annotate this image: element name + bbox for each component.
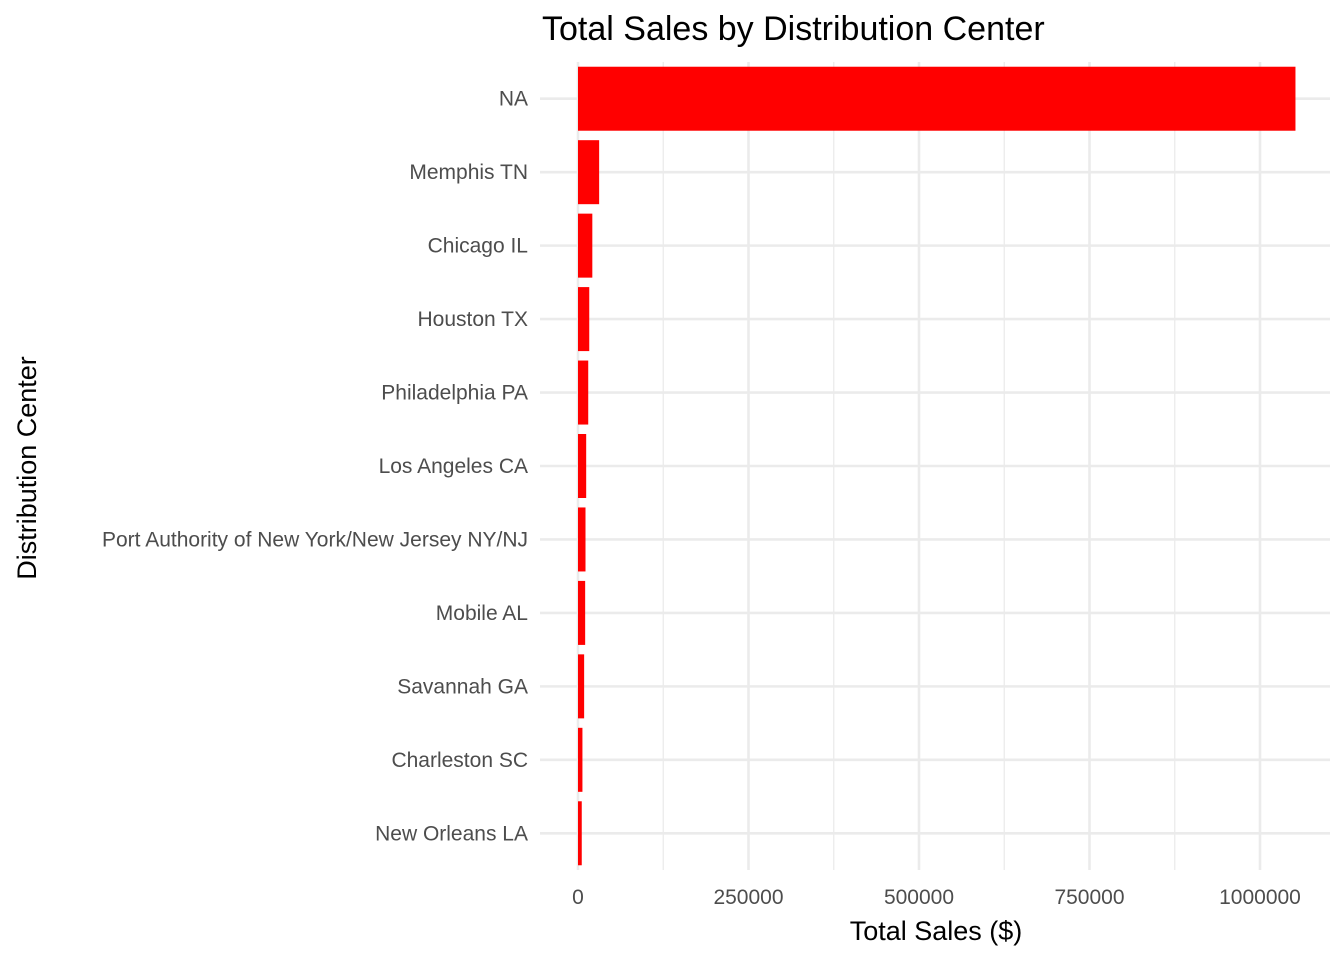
bar-los-angeles-ca <box>578 434 587 498</box>
bar-savannah-ga <box>578 654 585 719</box>
y-tick-label: Charleston SC <box>391 749 528 772</box>
x-tick-label: 1000000 <box>1219 886 1301 909</box>
bars <box>578 66 1296 866</box>
bar-new-orleans-la <box>578 801 582 866</box>
y-tick-label: Philadelphia PA <box>381 382 528 405</box>
y-axis-title: Distribution Center <box>12 356 42 580</box>
x-tick-label: 500000 <box>884 886 954 909</box>
bar-charleston-sc <box>578 727 583 792</box>
bar-houston-tx <box>578 287 590 352</box>
x-tick-label: 250000 <box>713 886 783 909</box>
y-tick-label: Port Authority of New York/New Jersey NY… <box>102 528 528 551</box>
y-tick-label: Chicago IL <box>428 235 528 258</box>
grid-lines <box>540 62 1330 870</box>
bar-port-authority-of-new-york-new-jersey-ny-nj <box>578 507 586 572</box>
y-tick-label: NA <box>499 88 528 111</box>
chart-title: Total Sales by Distribution Center <box>542 10 1045 48</box>
x-tick-label: 0 <box>572 886 584 909</box>
bar-memphis-tn <box>578 140 600 205</box>
x-axis-title: Total Sales ($) <box>850 916 1023 946</box>
x-tick-labels: 0 250000 500000 750000 1000000 <box>572 886 1301 909</box>
bar-na <box>578 66 1296 131</box>
y-tick-label: Mobile AL <box>436 602 528 625</box>
y-tick-label: Houston TX <box>417 308 528 331</box>
y-tick-labels: NA Memphis TN Chicago IL Houston TX Philadel… <box>102 88 528 846</box>
y-tick-label: Los Angeles CA <box>379 455 528 478</box>
y-tick-label: New Orleans LA <box>375 822 528 845</box>
bar-chicago-il <box>578 213 593 278</box>
y-tick-label: Memphis TN <box>409 161 528 184</box>
bar-philadelphia-pa <box>578 360 589 425</box>
y-tick-label: Savannah GA <box>397 675 528 698</box>
bar-mobile-al <box>578 580 586 645</box>
x-tick-label: 750000 <box>1054 886 1124 909</box>
